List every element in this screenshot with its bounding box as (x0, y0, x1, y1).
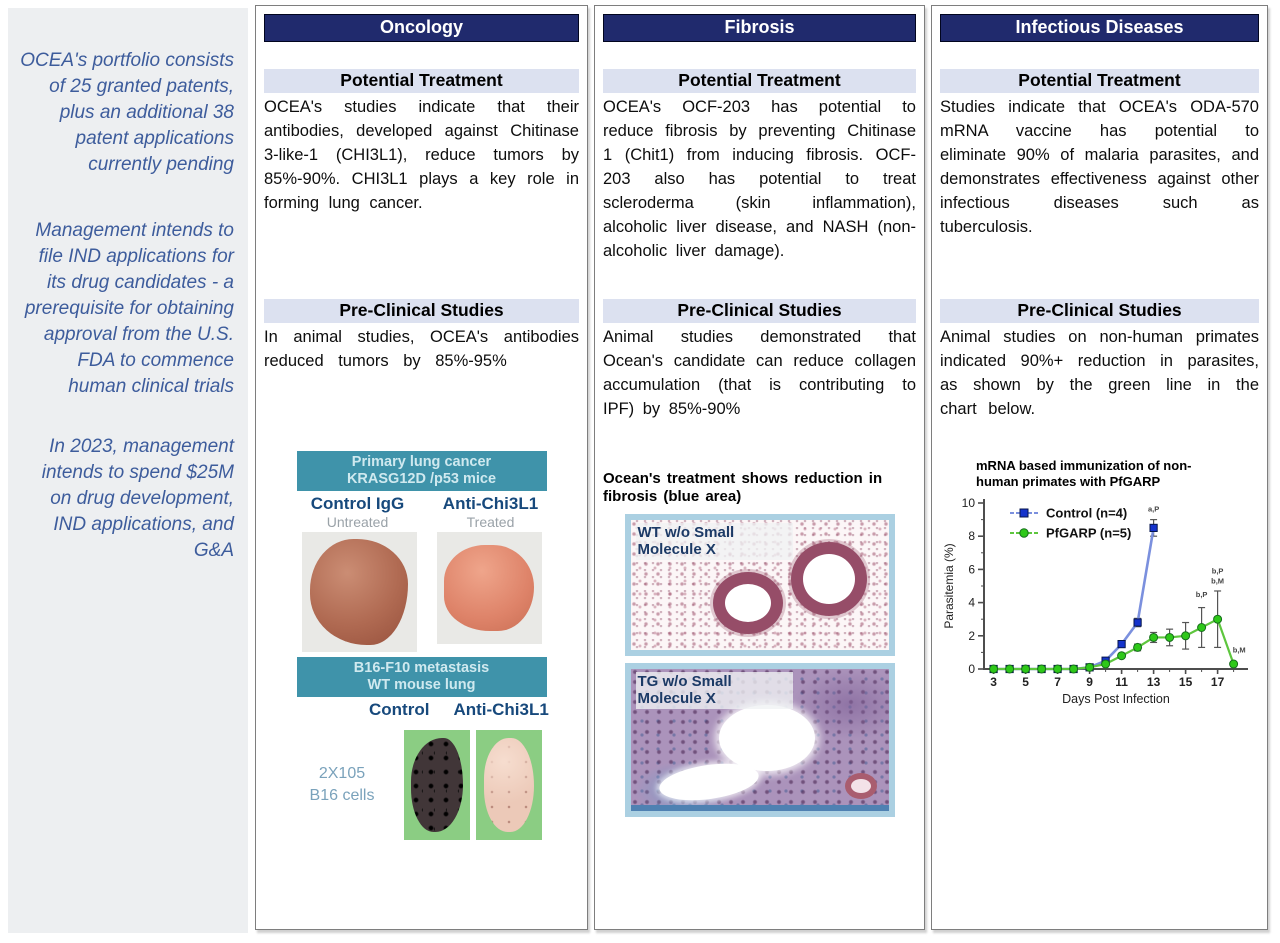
airway-ring (790, 542, 867, 616)
svg-text:b,P: b,P (1212, 567, 1224, 576)
treatment-labels-row: Control IgG Untreated Anti-Chi3L1 Treate… (264, 494, 579, 530)
cells-label-line: B16 cells (309, 787, 375, 804)
potential-treatment-text: OCEA's OCF-203 has potential to reduce f… (603, 98, 916, 260)
untreated-label: Untreated (326, 514, 389, 530)
svg-text:Control (n=4): Control (n=4) (1046, 506, 1127, 521)
lung-image-treated (436, 532, 542, 644)
control-label: Control (369, 700, 430, 719)
svg-text:PfGARP (n=5): PfGARP (n=5) (1046, 526, 1131, 541)
column-title-infectious: Infectious Diseases (940, 14, 1259, 42)
lung-shape (444, 545, 534, 631)
svg-text:b,M: b,M (1211, 577, 1224, 586)
cells-label-line: 2X105 (318, 765, 366, 782)
column-oncology: Oncology Potential Treatment OCEA's stud… (255, 5, 588, 930)
svg-text:a,P: a,P (1148, 504, 1159, 513)
svg-text:17: 17 (1211, 675, 1225, 689)
airway-ring (712, 572, 783, 634)
treated-label: Treated (466, 514, 515, 530)
svg-text:8: 8 (968, 529, 975, 543)
b16-lung-control-image (404, 730, 470, 840)
section-preclinical-studies: Pre-Clinical Studies (603, 299, 916, 323)
svg-text:2: 2 (968, 629, 975, 643)
airspace-blob (718, 705, 815, 771)
column-infectious-diseases: Infectious Diseases Potential Treatment … (931, 5, 1268, 930)
b16-images-row: 2X105 B16 cells (264, 730, 579, 840)
lung-shape (310, 539, 408, 645)
sidebar-note-spend: In 2023, management intends to spend $25… (41, 436, 234, 561)
anti-chi3l1-label: Anti-Chi3L1 (442, 494, 539, 513)
svg-text:13: 13 (1147, 675, 1161, 689)
potential-treatment-text: Studies indicate that OCEA's ODA-570 mRN… (940, 98, 1259, 236)
histology-wt-label: WT w/o Small Molecule X (635, 523, 793, 560)
metastatic-lung-shape (411, 738, 463, 832)
control-igg-cell: Control IgG Untreated (299, 494, 417, 530)
histology-tg-image: TG w/o Small Molecule X (624, 663, 895, 817)
svg-text:3: 3 (990, 675, 997, 689)
column-title-fibrosis: Fibrosis (603, 14, 916, 42)
preclinical-text: Animal studies demonstrated that Ocean's… (603, 328, 916, 418)
section-preclinical-studies: Pre-Clinical Studies (940, 299, 1259, 323)
lung-images-row (264, 532, 579, 652)
svg-text:7: 7 (1054, 675, 1061, 689)
section-potential-treatment: Potential Treatment (940, 69, 1259, 93)
svg-text:Parasitemia (%): Parasitemia (%) (942, 543, 956, 628)
b16-lung-treated-image (476, 730, 542, 840)
section-potential-treatment: Potential Treatment (603, 69, 916, 93)
preclinical-text: In animal studies, OCEA's antibodies red… (264, 328, 579, 370)
clear-lung-shape (484, 738, 534, 832)
sidebar-note-ind: Management intends to file IND applicati… (24, 220, 234, 397)
vessel-ring (844, 773, 877, 799)
lung-image-untreated (301, 532, 417, 652)
b16-cells-label: 2X105 B16 cells (292, 763, 392, 807)
anti-chi3l1-label: Anti-Chi3L1 (453, 700, 549, 719)
b16-labels-row: Control Anti-Chi3L1 (264, 700, 579, 720)
column-fibrosis: Fibrosis Potential Treatment OCEA's OCF-… (594, 5, 925, 930)
banner-line: WT mouse lung (367, 677, 476, 693)
svg-text:15: 15 (1179, 675, 1193, 689)
svg-text:b,P: b,P (1196, 590, 1208, 599)
svg-text:11: 11 (1115, 675, 1128, 689)
control-igg-label: Control IgG (310, 494, 405, 513)
histology-tg-label: TG w/o Small Molecule X (635, 672, 793, 709)
svg-text:4: 4 (968, 596, 975, 610)
svg-text:0: 0 (968, 662, 975, 676)
column-title-oncology: Oncology (264, 14, 579, 42)
sidebar-note-patents: OCEA's portfolio consists of 25 granted … (20, 50, 234, 175)
chart-title-line: human primates with PfGARP (976, 473, 1161, 489)
preclinical-text: Animal studies on non-human primates ind… (940, 328, 1259, 418)
potential-treatment-text: OCEA's studies indicate that their antib… (264, 98, 579, 212)
banner-line: Primary lung cancer (351, 454, 492, 470)
anti-chi3l1-cell: Anti-Chi3L1 Treated (437, 494, 545, 530)
airspace-blob (656, 758, 761, 806)
banner-line: KRASG12D /p53 mice (346, 471, 497, 487)
chart-title: mRNA based immunization of non- human pr… (976, 458, 1259, 489)
svg-text:5: 5 (1022, 675, 1029, 689)
svg-text:10: 10 (962, 496, 976, 510)
section-potential-treatment: Potential Treatment (264, 69, 579, 93)
svg-text:6: 6 (968, 562, 975, 576)
fibrosis-caption: Ocean's treatment shows reduction in fib… (603, 470, 883, 505)
svg-text:Days Post Infection: Days Post Infection (1062, 692, 1170, 706)
histology-wt-image: WT w/o Small Molecule X (624, 514, 895, 656)
section-preclinical-studies: Pre-Clinical Studies (264, 299, 579, 323)
svg-text:9: 9 (1086, 675, 1093, 689)
svg-text:b,M: b,M (1233, 645, 1246, 654)
banner-b16-metastasis: B16-F10 metastasis WT mouse lung (296, 657, 547, 697)
banner-line: B16-F10 metastasis (353, 660, 490, 676)
sidebar: OCEA's portfolio consists of 25 granted … (8, 8, 248, 933)
banner-primary-lung-cancer: Primary lung cancer KRASG12D /p53 mice (296, 451, 547, 491)
parasitemia-chart: 0 2 4 6 8 10 3 5 7 9 11 13 15 17 Control (n=4) PfGARP (… (942, 496, 1248, 706)
chart-title-line: mRNA based immunization of non- (976, 458, 1192, 473)
columns-container: Oncology Potential Treatment OCEA's stud… (255, 5, 1268, 930)
image-edge (630, 805, 889, 811)
